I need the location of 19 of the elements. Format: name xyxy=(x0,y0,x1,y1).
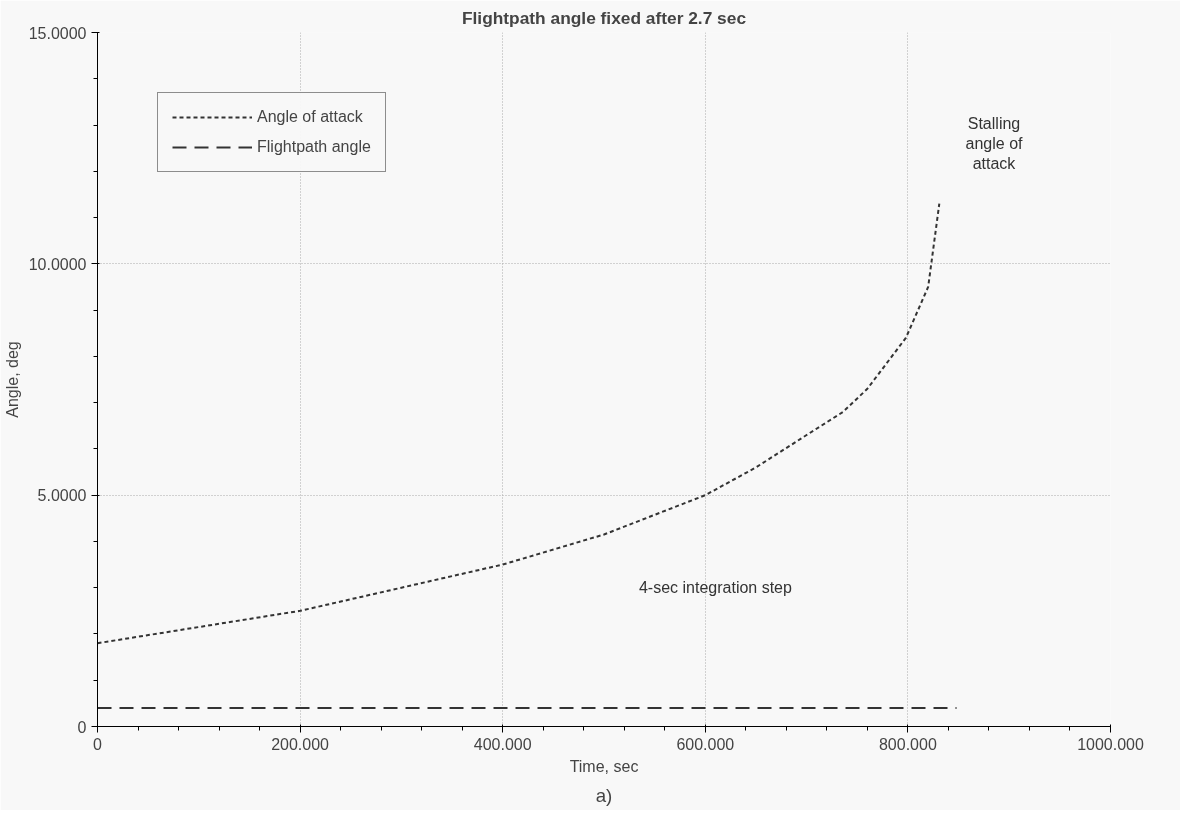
x-tick-label: 400.000 xyxy=(473,735,532,753)
y-tick-label: 10.0000 xyxy=(28,255,87,273)
line-series xyxy=(97,202,941,645)
chart-title: Flightpath angle fixed after 2.7 sec xyxy=(461,7,747,28)
y-tick-label: 5.0000 xyxy=(37,487,87,505)
annotation: Stalling angle of attack xyxy=(965,114,1024,173)
x-axis-title: Time, sec xyxy=(569,757,639,775)
y-axis-title: Angle, deg xyxy=(3,341,21,418)
x-tick-label: 200.000 xyxy=(271,735,330,753)
text: a) xyxy=(595,784,613,806)
y-tick-label: 0 xyxy=(77,718,87,736)
annotation: 4-sec integration step xyxy=(638,579,793,597)
legend-label: Flightpath angle xyxy=(257,138,371,156)
legend-label: Angle of attack xyxy=(257,108,363,126)
y-tick-label: 15.0000 xyxy=(28,24,87,42)
x-tick-label: 0 xyxy=(93,735,103,753)
x-tick-label: 1000.000 xyxy=(1077,735,1144,753)
x-tick-label: 600.000 xyxy=(676,735,735,753)
x-tick-label: 800.000 xyxy=(878,735,937,753)
